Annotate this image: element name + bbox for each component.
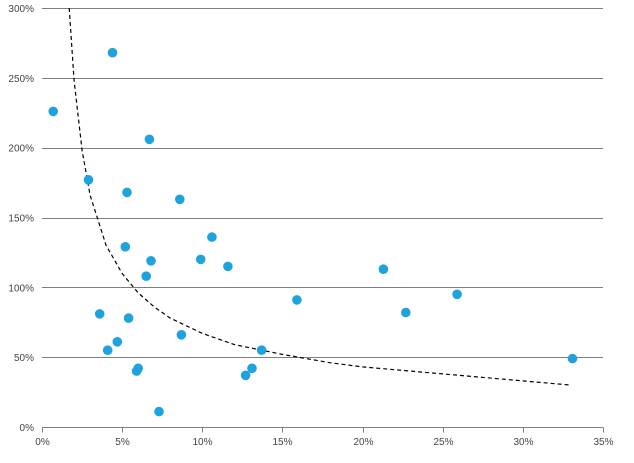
data-point-3 <box>144 134 155 145</box>
x-tick-label-4: 20% <box>353 437 373 448</box>
data-point-16 <box>176 330 187 340</box>
data-point-8 <box>141 271 151 282</box>
y-tick-label-2: 100% <box>8 283 34 294</box>
x-tick-label-7: 35% <box>593 437 613 448</box>
data-point-15 <box>102 345 113 356</box>
y-tick-label-3: 150% <box>8 214 34 225</box>
y-tick-label-4: 200% <box>8 144 34 155</box>
gridlines <box>42 8 603 358</box>
data-point-10 <box>195 254 206 265</box>
data-point-24 <box>378 264 389 275</box>
data-point-14 <box>112 337 123 347</box>
data-point-19 <box>154 406 164 417</box>
x-tick-label-2: 10% <box>192 437 212 448</box>
data-point-21 <box>256 345 267 356</box>
trendline-layer <box>68 7 571 386</box>
data-point-6 <box>120 242 131 252</box>
data-point-11 <box>223 261 233 272</box>
data-point-27 <box>567 353 578 364</box>
x-tick-label-5: 25% <box>433 437 453 448</box>
data-points <box>48 47 578 417</box>
data-point-5 <box>175 194 185 205</box>
x-axis-tick-labels: 0% 5% 10% 15% 20% 25% 30% 35% <box>35 437 613 448</box>
data-point-22 <box>247 363 257 374</box>
x-tick-label-3: 15% <box>272 437 292 448</box>
data-point-23 <box>240 370 251 381</box>
x-tick-label-6: 30% <box>513 437 533 448</box>
y-tick-label-0: 0% <box>20 423 35 434</box>
data-point-2 <box>83 175 94 185</box>
data-point-13 <box>123 313 134 323</box>
data-point-26 <box>452 289 462 300</box>
data-point-25 <box>401 307 411 318</box>
data-point-1 <box>107 47 118 58</box>
y-tick-label-6: 300% <box>8 4 34 15</box>
x-tick-label-1: 5% <box>115 437 130 448</box>
data-point-18 <box>131 366 142 376</box>
data-point-0 <box>48 106 58 117</box>
data-point-12 <box>94 309 105 319</box>
data-point-7 <box>146 255 156 266</box>
x-tick-label-0: 0% <box>35 437 50 448</box>
axes <box>42 427 604 433</box>
y-tick-label-1: 50% <box>14 353 34 364</box>
data-point-20 <box>292 295 302 305</box>
trendline <box>68 7 571 386</box>
data-point-9 <box>207 232 217 242</box>
y-tick-label-5: 250% <box>8 74 34 85</box>
y-axis-tick-labels: 0% 50% 100% 150% 200% 250% 300% <box>8 4 34 434</box>
data-point-4 <box>122 187 132 198</box>
